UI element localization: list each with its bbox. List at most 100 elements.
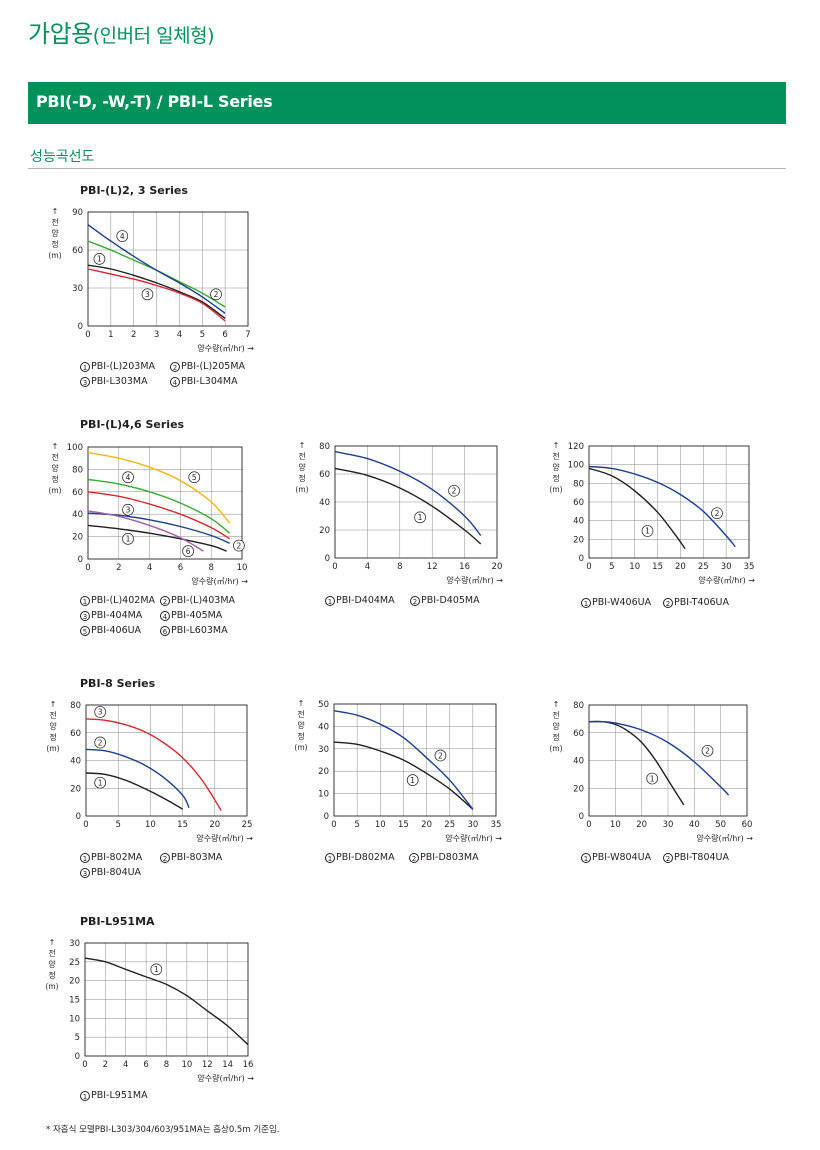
legend-item: 2 PBI-(L)403MA <box>160 593 240 608</box>
chart-svg: 0 10 20 30 40 50 60 0 20 40 60 80 ↑전양정 (m) 양수량(㎥/hr) →… <box>549 700 753 843</box>
group-title-pbi-l-4-6: PBI-(L)4,6 Series <box>80 418 185 431</box>
chart-pbi-l-4-6: 0 2 4 6 8 10 0 20 40 60 80 100 ↑ 전 양 정 (m) 양수량(㎥/hr) → 1 2 3… <box>36 435 310 597</box>
chart-pbi-d802-d803: 0 5 10 15 20 25 30 35 0 10 20 30 40 50 ↑ 전 양 정 (m) 양수량(㎥/hr… <box>282 692 564 854</box>
x-axis-label: 양수량(㎥/hr) → <box>197 1073 254 1083</box>
x-tick-label: 35 <box>491 820 502 830</box>
series-marker-label: 3 <box>98 708 103 717</box>
y-tick-label: 90 <box>72 208 83 218</box>
series-marker-label: 1 <box>650 774 655 783</box>
series-marker-label: 2 <box>715 509 720 518</box>
legend-pbi-d404-d405: 1 PBI-D404MA 2 PBI-D405MA <box>325 593 495 608</box>
legend-item: 1 PBI-D802MA <box>325 850 409 865</box>
legend-row: 1 PBI-(L)203MA 2 PBI-(L)205MA <box>80 359 260 374</box>
series-marker-circle <box>210 288 222 301</box>
x-tick-label: 0 <box>332 562 337 572</box>
x-axis-label: 양수량(㎥/hr) → <box>698 575 755 585</box>
y-tick-label: 40 <box>72 510 83 520</box>
y-tick-label: 0 <box>78 322 83 332</box>
legend-label: PBI-L303MA <box>91 376 148 387</box>
x-tick-label: 14 <box>222 1060 233 1070</box>
legend-item: 1 PBI-W406UA <box>581 595 663 610</box>
y-tick-label: 60 <box>573 498 584 508</box>
legend-marker: 1 <box>80 596 90 606</box>
y-tick-label: 50 <box>318 700 329 710</box>
series-line-2 <box>85 748 190 809</box>
x-tick-label: 50 <box>715 820 726 830</box>
series-marker-label: 1 <box>154 965 159 974</box>
series-marker-circle <box>122 503 134 516</box>
y-tick-label: 40 <box>573 757 584 767</box>
y-axis-label: ↑ <box>52 207 59 216</box>
chart-pbi-w406-t406: 0 5 10 15 20 25 30 35 0 20 40 60 80 100 120 ↑ 전 양 정 (m) 양수량(… <box>537 434 817 596</box>
y-tick-label: 0 <box>78 555 83 565</box>
x-tick-label: 12 <box>202 1060 213 1070</box>
y-tick-label: 60 <box>72 488 83 498</box>
series-marker-circle <box>150 963 163 976</box>
y-axis-label: ↑ <box>52 442 59 451</box>
series-line-1 <box>334 467 482 545</box>
y-axis-label: 정 <box>297 731 304 741</box>
x-axis-label: 양수량(㎥/hr) → <box>197 343 254 353</box>
legend-marker: 1 <box>325 853 335 863</box>
legend-item: 2 PBI-T804UA <box>663 850 745 865</box>
legend-item: 1 PBI-L951MA <box>80 1088 160 1103</box>
y-tick-label: 20 <box>70 784 81 794</box>
series-marker-circle <box>122 532 134 545</box>
x-tick-label: 12 <box>427 562 438 572</box>
x-tick-label: 0 <box>82 1060 87 1070</box>
chart-svg: 0 5 10 15 20 25 30 35 0 20 40 60 80 100 120 ↑전양정 (m) 양수량(… <box>549 441 755 585</box>
chart-svg: 0 1 2 3 4 5 6 7 0 30 60 90 ↑전양정 (m) 양수량(㎥/hr) → 1 2 3 4 <box>48 207 254 353</box>
legend-marker: 5 <box>80 626 90 636</box>
y-axis-label: 양 <box>298 463 306 472</box>
series-line-3 <box>87 512 230 544</box>
page-title-main: 가압용 <box>28 20 93 48</box>
series-marker-label: 1 <box>98 779 103 788</box>
y-tick-label: 30 <box>72 284 83 294</box>
legend-marker: 3 <box>80 611 90 621</box>
x-tick-label: 5 <box>609 562 614 572</box>
y-tick-label: 100 <box>67 443 83 453</box>
series-line-1 <box>333 741 474 810</box>
legend-label: PBI-404MA <box>91 610 143 621</box>
legend-marker: 1 <box>80 1091 90 1101</box>
x-tick-label: 2 <box>116 563 121 573</box>
legend-label: PBI-(L)403MA <box>171 595 236 606</box>
legend-pbi-8: 1 PBI-802MA 2 PBI-803MA 3 PBI-804UA <box>80 850 240 880</box>
y-axis-label: 양 <box>48 960 56 969</box>
y-tick-label: 20 <box>69 977 80 987</box>
x-tick-label: 20 <box>492 562 503 572</box>
x-tick-label: 30 <box>721 562 732 572</box>
series-line-1 <box>588 467 686 550</box>
series-marker-circle <box>93 253 106 265</box>
series-marker-circle <box>188 471 201 484</box>
y-axis-label: 정 <box>51 474 58 484</box>
x-tick-label: 0 <box>83 820 88 830</box>
x-tick-label: 4 <box>123 1060 128 1070</box>
series-marker-circle <box>94 736 107 749</box>
y-tick-label: 40 <box>318 722 329 732</box>
series-line-2 <box>588 465 736 548</box>
footnote: * 자흡식 모델PBI-L303/304/603/951MA는 흡상0.5m 기… <box>46 1125 280 1135</box>
chart-pbi-8: 0 5 10 15 20 25 0 20 40 60 80 ↑ 전 양 정 (m) 양수량(㎥/hr) → 1 2 3 <box>34 693 315 854</box>
x-tick-label: 2 <box>103 1060 108 1070</box>
legend-marker: 3 <box>80 377 90 387</box>
y-axis-label: 양 <box>49 722 57 731</box>
x-tick-label: 5 <box>115 820 120 830</box>
y-tick-label: 80 <box>319 442 330 452</box>
y-axis-label: 전 <box>297 709 304 719</box>
y-axis-label: 정 <box>49 732 56 742</box>
x-axis-label: 양수량(㎥/hr) → <box>196 833 253 843</box>
y-axis-label: (m) <box>549 744 562 753</box>
y-tick-label: 120 <box>568 442 584 452</box>
series-line-4 <box>87 224 226 314</box>
plot-frame <box>588 704 748 817</box>
legend-pbi-w804-t804: 1 PBI-W804UA 2 PBI-T804UA <box>581 850 745 865</box>
x-tick-label: 0 <box>85 330 90 340</box>
legend-label: PBI-D803MA <box>420 852 479 863</box>
legend-marker: 2 <box>160 853 170 863</box>
legend-marker: 2 <box>170 362 180 372</box>
series-line-2 <box>87 491 231 540</box>
y-axis-label: 전 <box>48 948 55 958</box>
series-marker-label: 1 <box>410 776 415 785</box>
